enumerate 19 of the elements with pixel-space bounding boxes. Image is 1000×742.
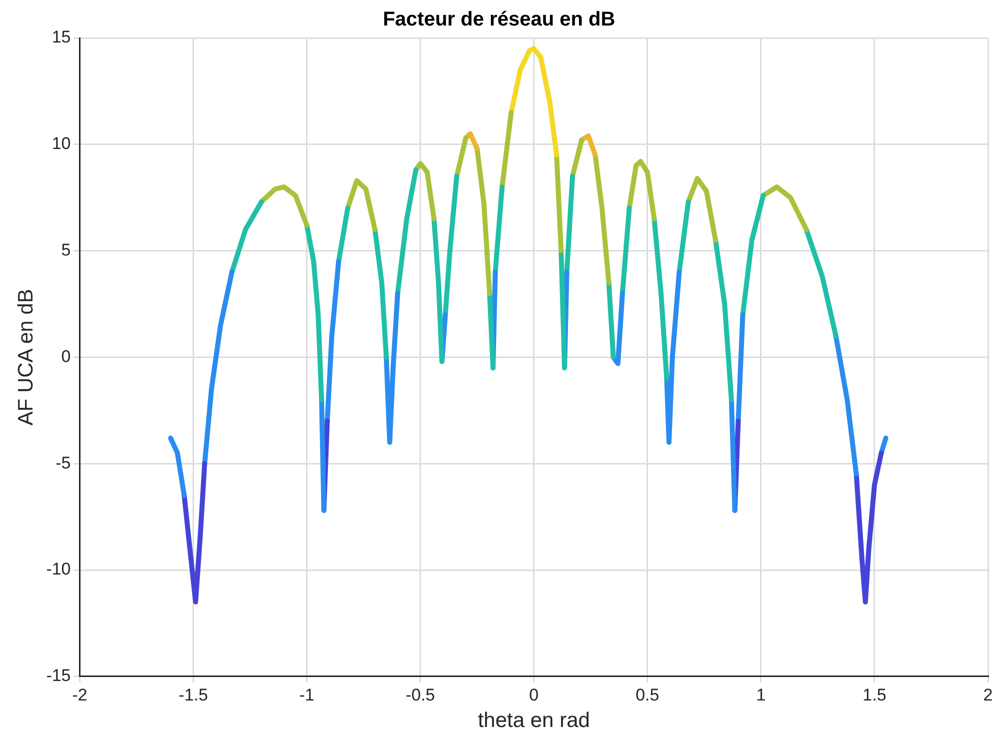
y-axis-title: AF UCA en dB (14, 288, 38, 426)
y-tick-label: -15 (46, 666, 71, 686)
x-tick-label: 2 (983, 685, 993, 704)
y-tick-label: -5 (56, 453, 71, 472)
x-tick-label: 0.5 (636, 685, 660, 704)
y-tick-label: 0 (61, 346, 71, 366)
x-tick-label: 0 (529, 685, 539, 704)
x-tick-label: -0.5 (406, 685, 436, 704)
x-tick-label: -1 (299, 685, 314, 704)
y-tick-label: -10 (46, 560, 71, 579)
y-tick-label: 15 (52, 28, 71, 47)
chart-title: Facteur de réseau en dB (382, 8, 616, 31)
x-tick-label: -1.5 (178, 685, 208, 704)
x-tick-label: -2 (72, 685, 88, 704)
x-axis-title: theta en rad (478, 709, 590, 732)
y-tick-label: 10 (52, 134, 71, 154)
x-tick-label: 1 (756, 685, 766, 704)
y-tick-label: 5 (61, 240, 71, 260)
x-tick-label: 1.5 (862, 685, 886, 704)
